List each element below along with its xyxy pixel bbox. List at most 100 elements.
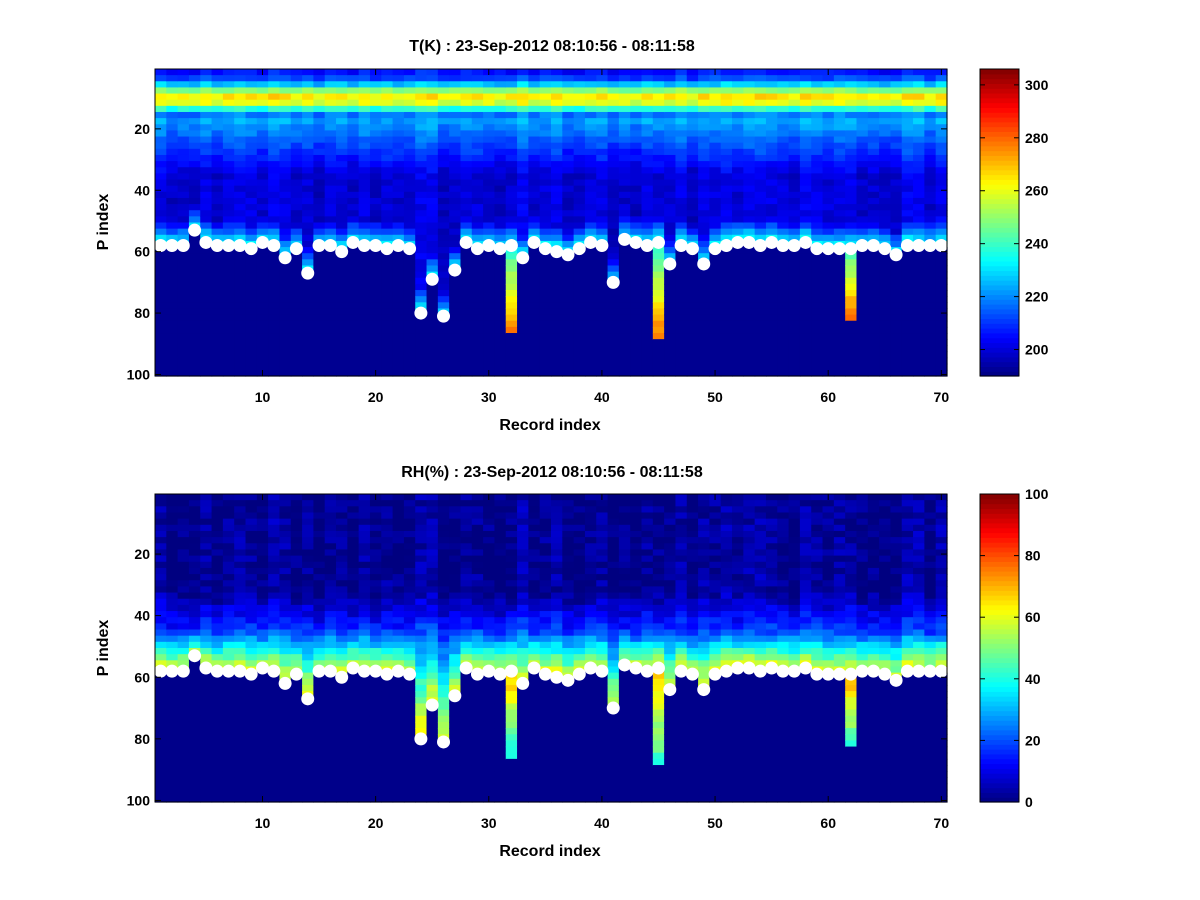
temperature-heatmap-cell [901,75,914,82]
humidity-heatmap-cell [245,734,258,741]
temperature-heatmap-cell [664,111,677,119]
temperature-heatmap-cell [799,111,812,119]
temperature-heatmap-cell [449,118,462,125]
temperature-heatmap-cell [539,302,552,310]
temperature-heatmap-cell [732,339,744,346]
temperature-heatmap-cell [573,154,586,162]
temperature-heatmap-cell [313,265,326,273]
temperature-heatmap-cell [698,271,710,279]
temperature-heatmap-cell [709,314,722,322]
temperature-heatmap-cell [268,204,281,211]
temperature-heatmap-cell [867,81,880,89]
humidity-heatmap-cell [166,580,179,587]
temperature-heatmap-cell [426,124,439,131]
temperature-heatmap-cell [313,357,326,365]
humidity-heatmap-cell [268,598,281,606]
temperature-heatmap-cell [596,320,609,328]
temperature-heatmap-cell [799,351,812,359]
temperature-heatmap-cell [641,234,654,242]
temperature-heatmap-cell [664,247,677,254]
temperature-heatmap-cell [336,234,348,242]
humidity-heatmap-cell [200,518,213,526]
humidity-heatmap-cell [177,561,190,569]
temperature-heatmap-cell [392,271,405,279]
temperature-heatmap-cell [460,363,473,371]
temperature-heatmap-cell [313,296,326,303]
temperature-heatmap-column [811,69,824,377]
temperature-heatmap-cell [709,99,722,107]
temperature-heatmap-cell [517,173,529,181]
temperature-heatmap-cell [743,216,756,224]
temperature-heatmap-cell [664,93,677,101]
temperature-heatmap-cell [596,259,609,267]
humidity-heatmap-cell [336,500,348,507]
temperature-heatmap-cell [562,167,575,174]
humidity-heatmap-cell [177,789,190,797]
temperature-heatmap-column [302,69,314,377]
temperature-heatmap-cell [324,130,337,138]
temperature-heatmap-cell [867,320,880,328]
temperature-colorbar-segment [980,347,1019,353]
temperature-heatmap-cell [607,161,620,168]
temperature-heatmap-cell [675,283,688,291]
temperature-heatmap-cell [517,185,529,193]
humidity-heatmap-cell [200,592,213,600]
temperature-heatmap-cell [437,253,450,260]
temperature-heatmap-cell [392,93,405,101]
temperature-heatmap-cell [698,204,710,211]
temperature-heatmap-cell [596,234,609,242]
temperature-heatmap-cell [743,265,756,273]
humidity-heatmap-cell [415,524,428,532]
temperature-surface-marker [425,272,439,286]
temperature-heatmap-cell [517,357,529,365]
temperature-heatmap-cell [517,93,529,101]
humidity-heatmap-cell [256,543,269,551]
temperature-heatmap-cell [698,167,710,174]
temperature-heatmap-cell [347,173,360,181]
humidity-heatmap-cell [358,691,371,698]
temperature-heatmap-cell [177,357,190,365]
temperature-heatmap-cell [188,69,201,76]
temperature-heatmap-cell [901,161,914,168]
temperature-heatmap-cell [596,105,609,113]
temperature-heatmap-cell [732,154,744,162]
temperature-heatmap-cell [765,179,778,187]
temperature-heatmap-cell [607,167,620,174]
temperature-heatmap-cell [166,277,179,285]
humidity-heatmap-cell [200,684,213,692]
temperature-heatmap-cell [358,154,371,162]
temperature-heatmap-cell [290,75,303,82]
temperature-heatmap-cell [709,228,722,236]
temperature-heatmap-cell [483,197,496,205]
humidity-heatmap-cell [290,752,303,760]
temperature-heatmap-cell [709,290,722,297]
temperature-heatmap-cell [709,130,722,138]
temperature-heatmap-cell [879,99,892,107]
temperature-heatmap-cell [494,345,507,353]
temperature-heatmap-cell [867,173,880,181]
humidity-heatmap-cell [347,518,360,526]
temperature-heatmap-cell [245,191,258,199]
humidity-heatmap-cell [279,691,292,698]
humidity-heatmap-cell [336,617,348,624]
temperature-heatmap-cell [562,216,575,224]
temperature-heatmap-cell [879,345,892,353]
temperature-heatmap-cell [822,351,835,359]
humidity-heatmap-cell [188,518,201,526]
temperature-heatmap-cell [415,118,428,125]
humidity-heatmap-cell [256,604,269,612]
temperature-heatmap-cell [381,253,394,260]
humidity-heatmap-cell [268,789,281,797]
temperature-heatmap-cell [845,130,858,138]
temperature-heatmap-cell [833,173,846,181]
temperature-heatmap-cell [788,148,801,156]
temperature-heatmap-cell [313,363,326,371]
temperature-heatmap-cell [483,124,496,131]
temperature-heatmap-cell [743,277,756,285]
temperature-heatmap-cell [403,161,416,168]
temperature-heatmap-cell [460,320,473,328]
temperature-heatmap-cell [573,345,586,353]
temperature-heatmap-cell [698,314,710,322]
temperature-heatmap-cell [449,308,462,316]
temperature-heatmap-cell [913,136,925,144]
